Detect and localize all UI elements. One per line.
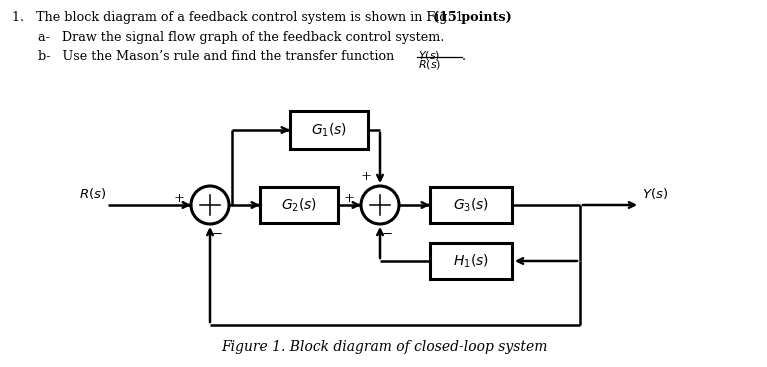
Text: $R(s)$: $R(s)$ <box>418 58 441 71</box>
Text: +: + <box>361 170 372 183</box>
Text: 1.   The block diagram of a feedback control system is shown in Fig. 1: 1. The block diagram of a feedback contr… <box>12 11 468 24</box>
Text: $Y(s)$: $Y(s)$ <box>642 186 668 201</box>
Text: (15 points): (15 points) <box>433 11 512 24</box>
Text: −: − <box>382 228 393 241</box>
Text: +: + <box>344 193 355 206</box>
Text: $Y(s)$: $Y(s)$ <box>418 49 440 62</box>
Bar <box>260 187 338 223</box>
Text: $G_2(s)$: $G_2(s)$ <box>281 196 317 214</box>
Bar <box>430 243 512 279</box>
Text: .: . <box>462 50 466 63</box>
Bar <box>430 187 512 223</box>
Text: +: + <box>174 193 185 206</box>
Circle shape <box>361 186 399 224</box>
Bar <box>290 111 368 149</box>
Text: $G_3(s)$: $G_3(s)$ <box>453 196 489 214</box>
Text: Figure 1. Block diagram of closed-loop system: Figure 1. Block diagram of closed-loop s… <box>221 340 547 354</box>
Text: b-   Use the Mason’s rule and find the transfer function: b- Use the Mason’s rule and find the tra… <box>38 50 394 63</box>
Text: $G_1(s)$: $G_1(s)$ <box>311 121 347 139</box>
Text: −: − <box>212 228 223 241</box>
Text: $H_1(s)$: $H_1(s)$ <box>453 252 489 270</box>
Circle shape <box>191 186 229 224</box>
Text: $R(s)$: $R(s)$ <box>79 186 106 201</box>
Text: a-   Draw the signal flow graph of the feedback control system.: a- Draw the signal flow graph of the fee… <box>38 31 444 44</box>
